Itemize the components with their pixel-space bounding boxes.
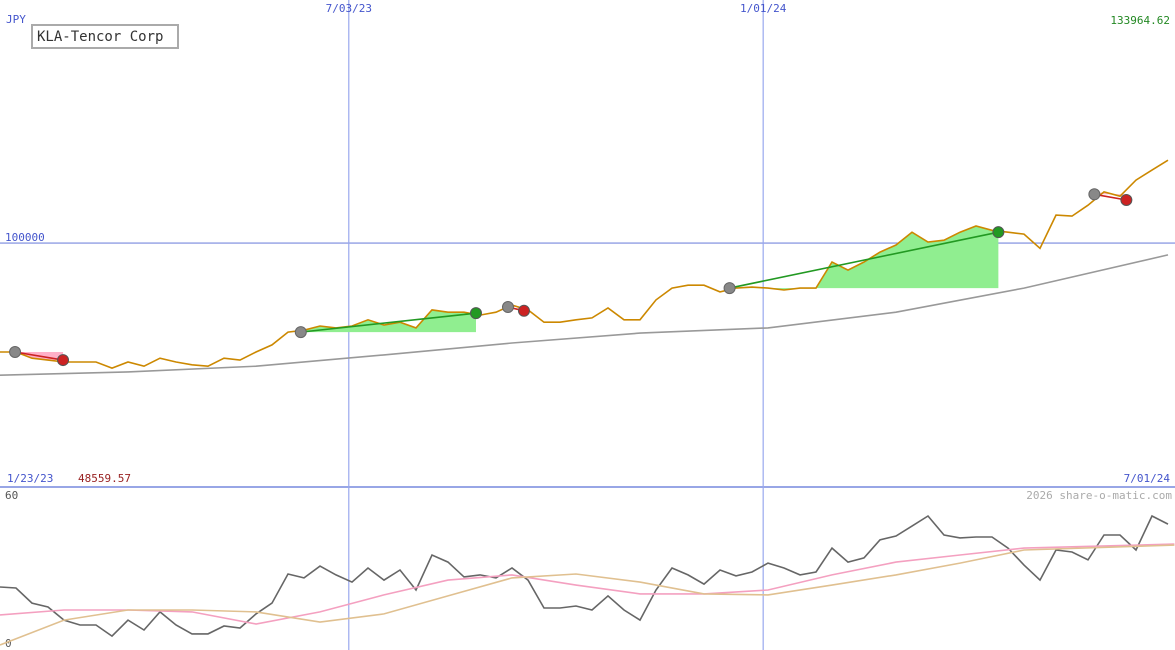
y-tick-label: 100000	[5, 231, 45, 244]
currency-label: JPY	[6, 13, 26, 26]
entry-dot	[723, 282, 736, 295]
entry-dot	[1088, 188, 1101, 201]
max-label: 133964.62	[1110, 14, 1170, 27]
start-date: 1/23/23	[7, 472, 53, 485]
series-line	[0, 543, 1175, 625]
y-tick-label: 60	[5, 489, 18, 502]
end-date: 7/01/24	[1124, 472, 1171, 485]
exit-dot	[517, 304, 530, 317]
exit-dot	[992, 226, 1005, 239]
trade-area	[300, 309, 476, 333]
x-tick-label: 1/01/24	[740, 2, 787, 15]
y-tick-label: 0	[5, 637, 12, 650]
series-line	[0, 544, 1175, 646]
trade-line	[729, 231, 999, 289]
trade-line	[300, 312, 477, 333]
chart-title: KLA-Tencor Corp	[37, 29, 163, 45]
exit-dot	[57, 354, 70, 367]
series-line	[0, 159, 1169, 369]
exit-dot	[1120, 193, 1133, 206]
series-line	[0, 254, 1169, 376]
entry-dot	[9, 346, 22, 359]
x-tick-label: 7/03/23	[326, 2, 372, 15]
credit: 2026 share-o-matic.com	[1026, 489, 1172, 502]
entry-dot	[294, 326, 307, 339]
entry-dot	[501, 301, 514, 314]
min-label: 48559.57	[78, 472, 131, 485]
exit-dot	[469, 307, 482, 320]
trade-line	[14, 351, 64, 361]
series-line	[0, 514, 1169, 638]
title-box	[31, 24, 179, 49]
